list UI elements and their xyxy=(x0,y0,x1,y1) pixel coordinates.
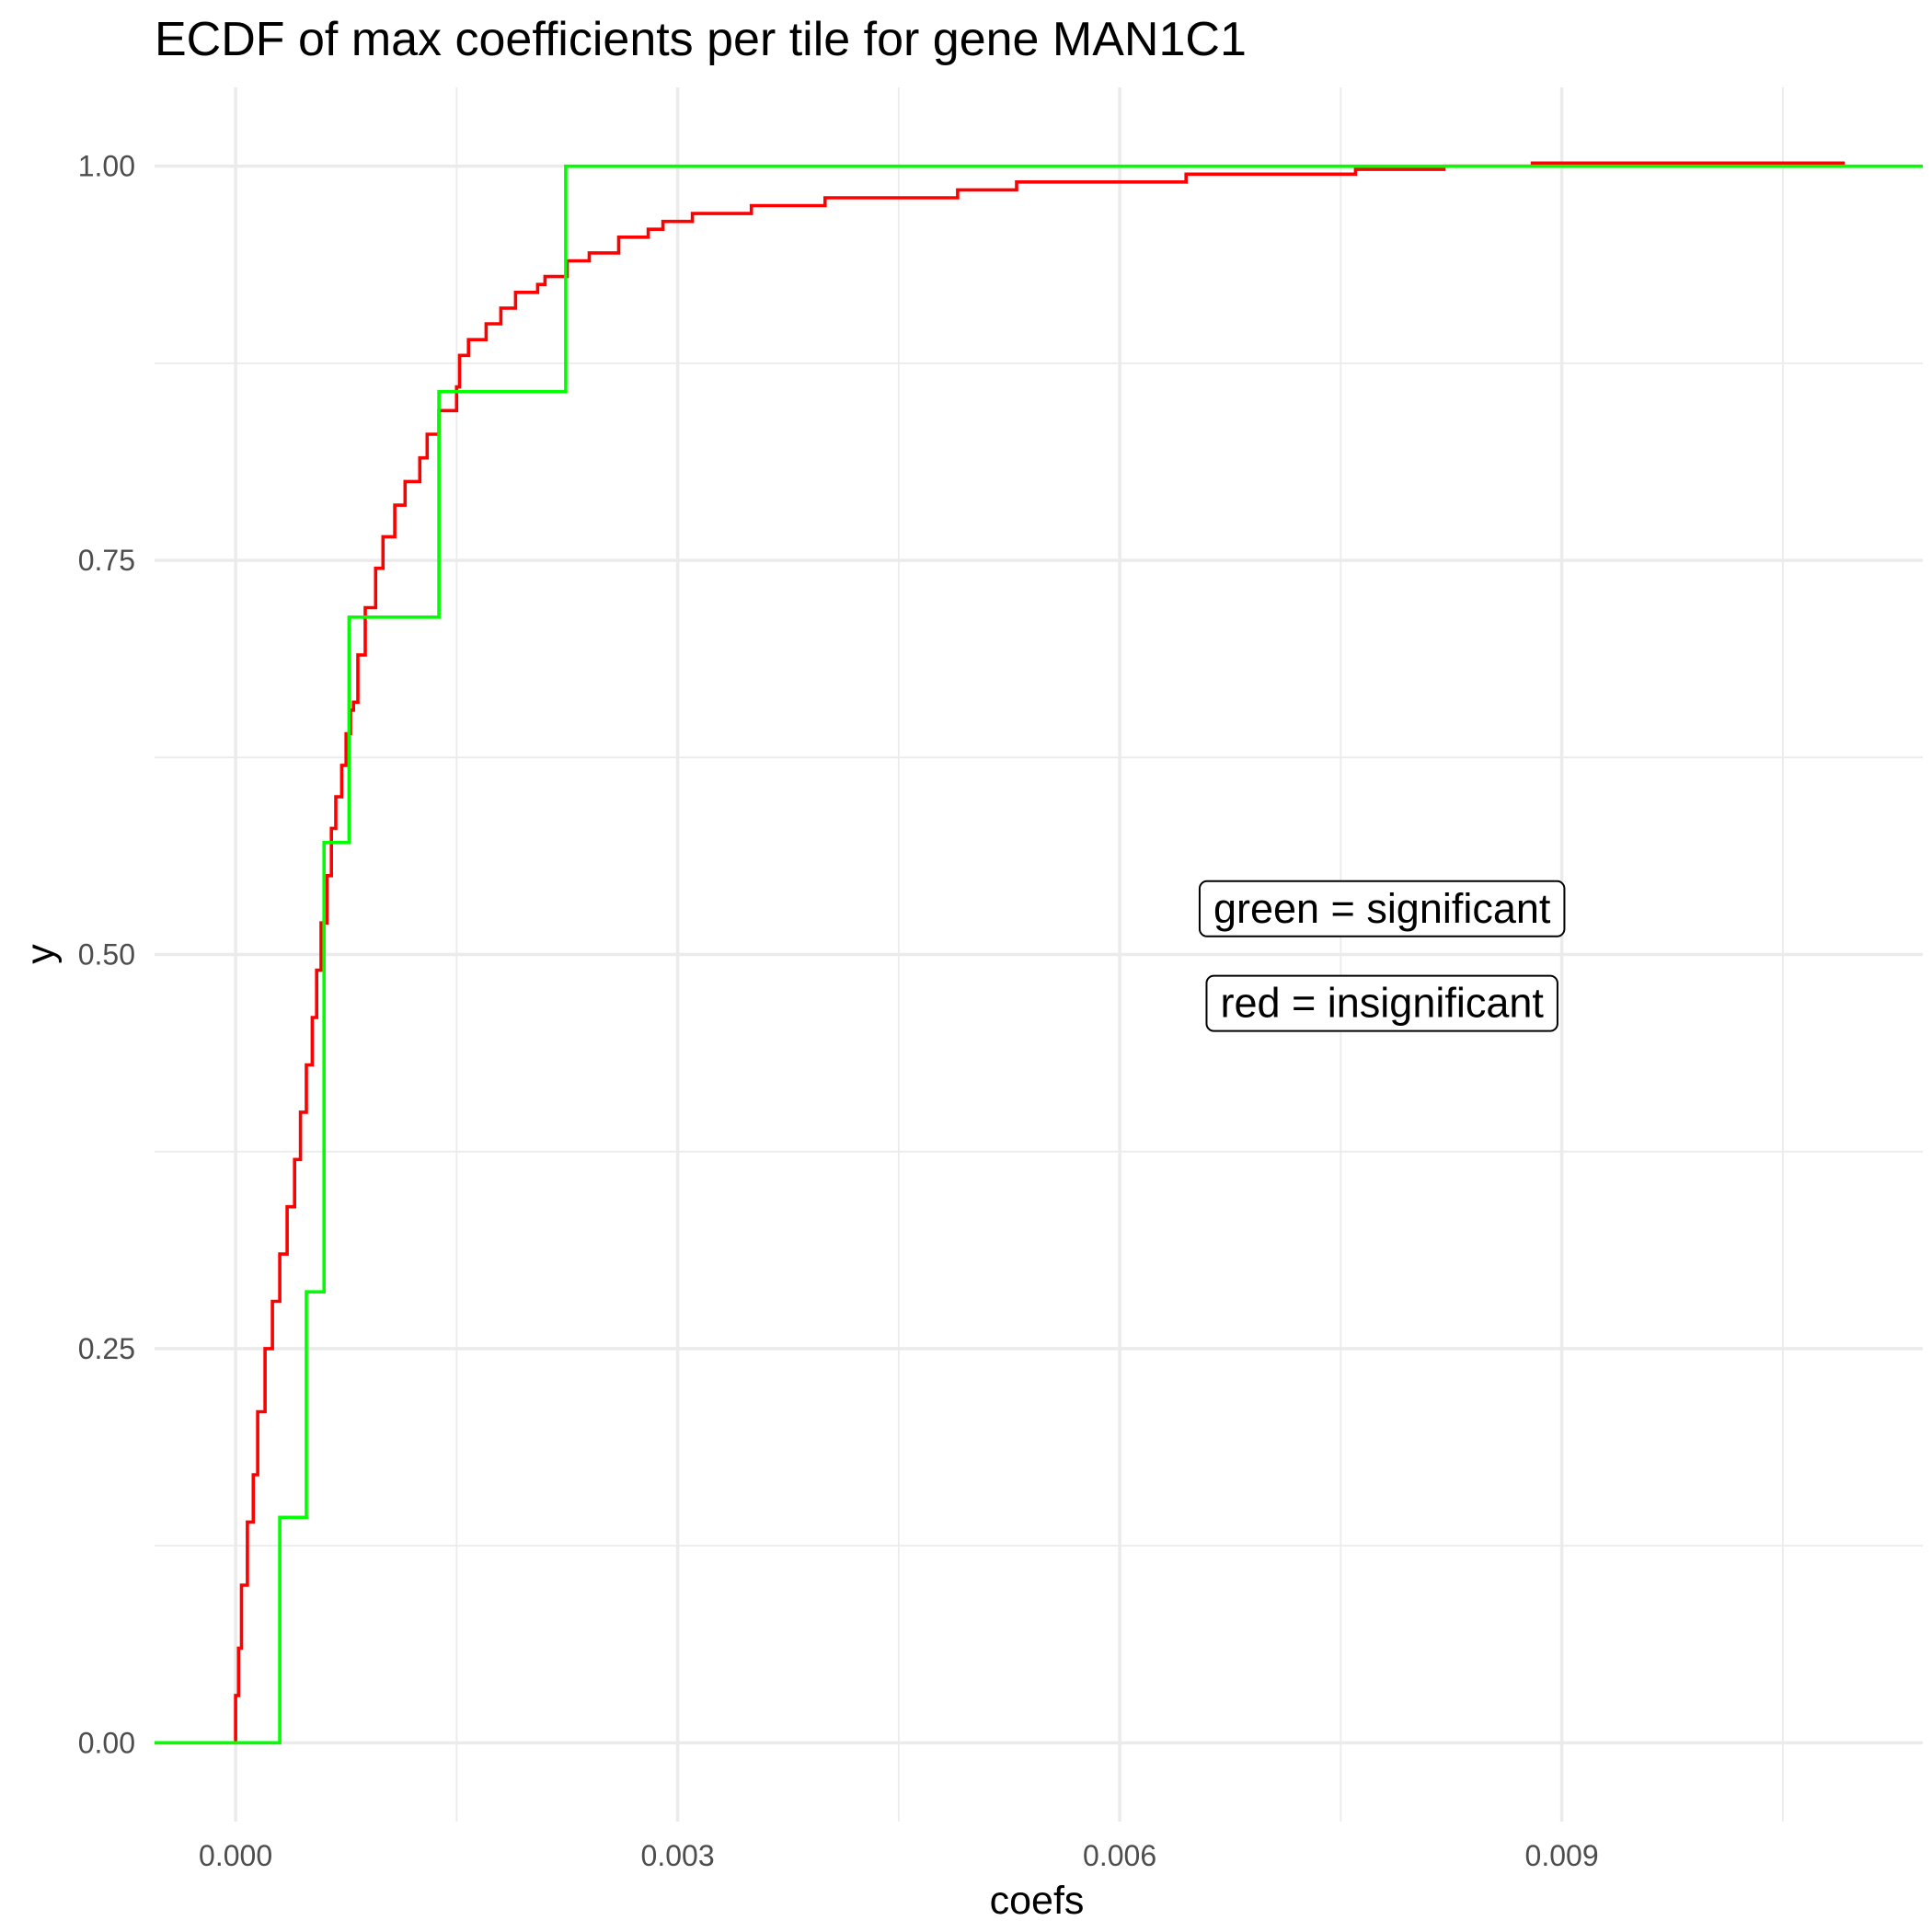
annotation-box xyxy=(1205,974,1558,1032)
y-tick-label: 1.00 xyxy=(78,150,135,183)
annotations: green = significant red = insignificant xyxy=(1198,880,1566,1032)
annotation-label: green = significant xyxy=(1198,880,1566,937)
x-axis-title: coefs xyxy=(990,1879,1085,1923)
y-tick-label: 0.75 xyxy=(78,544,135,577)
annotation-box xyxy=(1198,880,1566,937)
x-tick-label: 0.006 xyxy=(1083,1839,1156,1872)
annotation-text: green = significant xyxy=(1213,885,1551,932)
y-axis-title: y xyxy=(18,944,63,964)
x-axis-ticks: 0.000 0.003 0.006 0.009 xyxy=(199,1839,1599,1872)
x-tick-label: 0.003 xyxy=(641,1839,715,1872)
x-tick-label: 0.000 xyxy=(199,1839,272,1872)
insignificant-ecdf-line xyxy=(155,161,1846,1745)
annotation-text: red = insignificant xyxy=(1220,980,1544,1027)
annotation-label: red = insignificant xyxy=(1205,974,1558,1032)
chart-title: ECDF of max coefficients per tile for ge… xyxy=(155,13,1247,66)
major-grid xyxy=(155,87,1923,1822)
y-tick-label: 0.25 xyxy=(78,1332,135,1365)
y-tick-label: 0.50 xyxy=(78,938,135,972)
series-layer xyxy=(155,161,1923,1745)
y-tick-label: 0.00 xyxy=(78,1726,135,1759)
y-axis-ticks: 0.00 0.25 0.50 0.75 1.00 xyxy=(78,150,135,1760)
x-tick-label: 0.009 xyxy=(1525,1839,1599,1872)
significant-ecdf-line xyxy=(155,164,1923,1745)
